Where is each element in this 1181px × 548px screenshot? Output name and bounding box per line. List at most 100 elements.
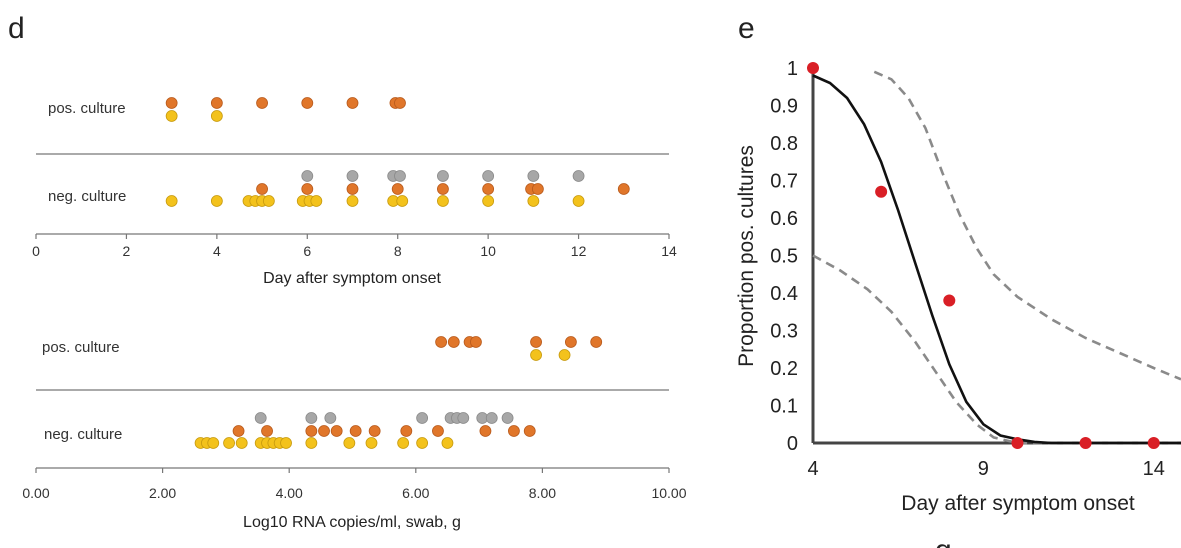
data-point-orange bbox=[305, 425, 318, 437]
data-point bbox=[875, 185, 888, 198]
data-point-yellow bbox=[210, 195, 223, 207]
data-point-gray bbox=[572, 170, 585, 182]
data-point-yellow bbox=[558, 349, 571, 361]
x-tick-label: 6.00 bbox=[402, 485, 429, 501]
data-point-gray bbox=[501, 412, 514, 424]
x-tick-label: 14 bbox=[661, 243, 677, 259]
data-point-gray bbox=[254, 412, 267, 424]
data-point-orange bbox=[447, 336, 460, 348]
row-label-pos-culture: pos. culture bbox=[48, 100, 126, 117]
data-point-gray bbox=[437, 170, 449, 182]
x-axis-label: Day after symptom onset bbox=[263, 270, 441, 287]
data-point-orange bbox=[435, 336, 448, 348]
data-point-orange bbox=[617, 183, 630, 195]
data-point-orange bbox=[482, 183, 495, 195]
data-point-orange bbox=[470, 336, 482, 348]
x-tick-label: 6 bbox=[303, 243, 311, 259]
data-point bbox=[1147, 437, 1160, 449]
points bbox=[194, 336, 603, 449]
y-tick-label: 1 bbox=[787, 58, 798, 80]
y-tick-label: 0.9 bbox=[770, 96, 798, 118]
data-point bbox=[807, 62, 819, 74]
y-tick-label: 0.8 bbox=[770, 133, 798, 155]
data-point-orange bbox=[391, 183, 404, 195]
x-tick-label: 8 bbox=[394, 243, 402, 259]
data-point-yellow bbox=[165, 110, 178, 122]
y-tick-label: 0.2 bbox=[770, 358, 798, 380]
data-point-orange bbox=[346, 183, 359, 195]
curves bbox=[812, 70, 1181, 445]
data-point-orange bbox=[437, 183, 449, 195]
data-point-orange bbox=[318, 425, 330, 437]
x-tick-label: 4 bbox=[213, 243, 221, 259]
x-tick-label: 4.00 bbox=[276, 485, 303, 501]
row-label-neg-culture: neg. culture bbox=[44, 426, 122, 443]
data-point-orange bbox=[523, 425, 536, 437]
data-point-yellow bbox=[165, 195, 178, 207]
panel-letter-d: d bbox=[8, 12, 25, 45]
y-tick-label: 0.5 bbox=[770, 246, 798, 268]
data-point-orange bbox=[232, 425, 245, 437]
data-point-gray bbox=[482, 170, 495, 182]
data-point-yellow bbox=[482, 195, 495, 207]
data-point-orange bbox=[346, 97, 359, 109]
data-point-yellow bbox=[280, 437, 292, 449]
points bbox=[165, 97, 630, 207]
data-point-yellow bbox=[530, 349, 542, 361]
data-point-gray bbox=[416, 412, 429, 424]
data-point-yellow bbox=[223, 437, 235, 449]
data-point-yellow bbox=[343, 437, 356, 449]
panel-d-top: pos. culture neg. culture 0 2 4 6 8 10 12 14 Da… bbox=[32, 97, 677, 287]
data-point-orange bbox=[330, 425, 343, 437]
data-point-orange bbox=[531, 183, 544, 195]
x-tick-label: 12 bbox=[571, 243, 587, 259]
data-point-yellow bbox=[207, 437, 220, 449]
y-tick-label: 0.4 bbox=[770, 283, 798, 305]
data-point-gray bbox=[457, 412, 470, 424]
y-tick-label: 0.1 bbox=[770, 396, 798, 418]
x-axis-label: Day after symptom onset bbox=[901, 492, 1135, 515]
ci-lower-line bbox=[812, 254, 1181, 445]
data-point-orange bbox=[530, 336, 542, 348]
fit-line bbox=[812, 74, 1181, 445]
data-point-yellow bbox=[310, 195, 323, 207]
data-point-yellow bbox=[441, 437, 454, 449]
data-point-yellow bbox=[262, 195, 275, 207]
row-label-neg-culture: neg. culture bbox=[48, 188, 126, 205]
data-point-yellow bbox=[305, 437, 318, 449]
x-tick-label: 2 bbox=[123, 243, 131, 259]
data-point-orange bbox=[368, 425, 381, 437]
data-point-gray bbox=[527, 170, 540, 182]
data-point-orange bbox=[564, 336, 577, 348]
data-point-orange bbox=[301, 97, 314, 109]
data-point-gray bbox=[324, 412, 337, 424]
data-point-orange bbox=[479, 425, 492, 437]
data-point-gray bbox=[301, 170, 314, 182]
data-point-orange bbox=[349, 425, 362, 437]
data-point bbox=[1011, 437, 1024, 449]
x-tick-label: 4 bbox=[807, 458, 818, 480]
data-point-yellow bbox=[346, 195, 359, 207]
x-ticks: 0.00 2.00 4.00 6.00 8.00 10.00 bbox=[22, 468, 687, 501]
x-tick-label: 8.00 bbox=[529, 485, 556, 501]
axis-ticks: 00.10.20.30.40.50.60.70.80.914 9 14 bbox=[770, 58, 1165, 480]
data-point-yellow bbox=[235, 437, 248, 449]
x-tick-label: 9 bbox=[978, 458, 989, 480]
data-point-orange bbox=[165, 97, 178, 109]
data-point-orange bbox=[261, 425, 273, 437]
panel-letter-e: e bbox=[738, 12, 755, 45]
data-point-yellow bbox=[572, 195, 585, 207]
data-point-orange bbox=[301, 183, 314, 195]
x-tick-label: 2.00 bbox=[149, 485, 176, 501]
panel-e: 00.10.20.30.40.50.60.70.80.914 9 14 Day af… bbox=[735, 58, 1181, 515]
row-label-pos-culture: pos. culture bbox=[42, 339, 120, 356]
data-point-yellow bbox=[437, 195, 449, 207]
data-point-orange bbox=[256, 183, 268, 195]
x-tick-label: 0.00 bbox=[22, 485, 49, 501]
points bbox=[807, 62, 1160, 449]
data-point-yellow bbox=[396, 195, 409, 207]
data-point-gray bbox=[394, 170, 406, 182]
data-point-gray bbox=[305, 412, 318, 424]
x-axis-label: Log10 RNA copies/ml, swab, g bbox=[243, 514, 461, 531]
